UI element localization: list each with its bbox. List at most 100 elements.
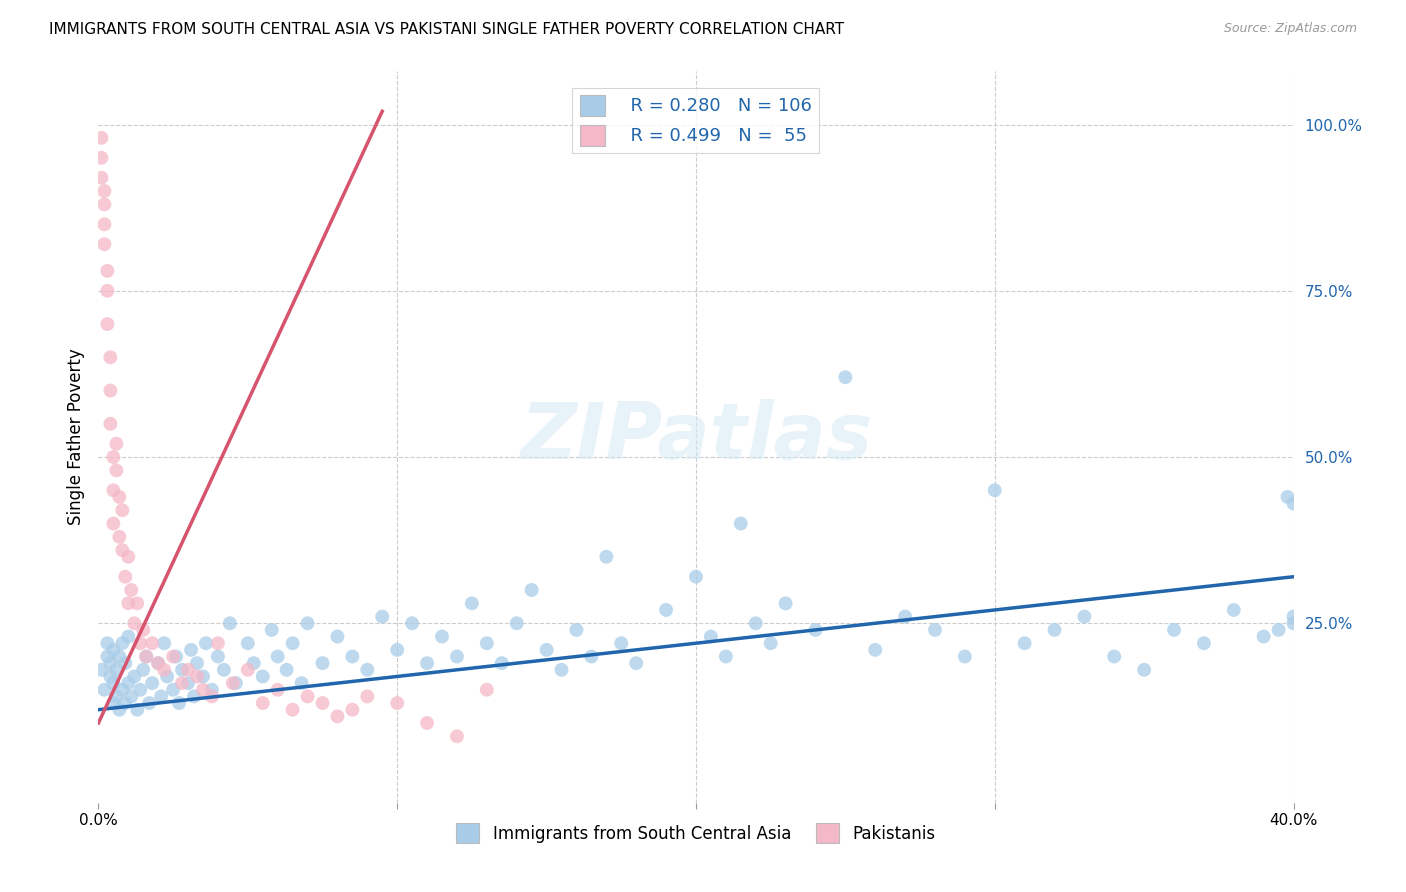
- Point: [90, 131, 112, 145]
- Text: IMMIGRANTS FROM SOUTH CENTRAL ASIA VS PAKISTANI SINGLE FATHER POVERTY CORRELATIO: IMMIGRANTS FROM SOUTH CENTRAL ASIA VS PA…: [49, 22, 845, 37]
- Point: [894, 609, 917, 624]
- Point: [117, 549, 139, 564]
- Point: [291, 676, 314, 690]
- Point: [212, 663, 235, 677]
- Point: [267, 649, 290, 664]
- Point: [129, 682, 152, 697]
- Point: [1267, 623, 1289, 637]
- Point: [162, 682, 184, 697]
- Point: [219, 616, 242, 631]
- Point: [96, 284, 118, 298]
- Point: [252, 669, 274, 683]
- Point: [225, 676, 247, 690]
- Point: [536, 643, 558, 657]
- Point: [356, 690, 378, 704]
- Point: [93, 197, 115, 211]
- Point: [1282, 616, 1305, 631]
- Point: [984, 483, 1007, 498]
- Point: [103, 676, 125, 690]
- Point: [120, 582, 142, 597]
- Point: [177, 676, 200, 690]
- Point: [1014, 636, 1036, 650]
- Point: [1163, 623, 1185, 637]
- Point: [153, 636, 176, 650]
- Point: [120, 690, 142, 704]
- Point: [167, 696, 190, 710]
- Point: [103, 516, 125, 531]
- Point: [90, 170, 112, 185]
- Point: [105, 463, 128, 477]
- Point: [236, 636, 259, 650]
- Point: [385, 696, 409, 710]
- Point: [165, 649, 187, 664]
- Point: [565, 623, 588, 637]
- Point: [1133, 663, 1156, 677]
- Point: [356, 663, 378, 677]
- Point: [342, 703, 364, 717]
- Point: [132, 663, 155, 677]
- Point: [297, 616, 319, 631]
- Point: [446, 649, 468, 664]
- Point: [96, 264, 118, 278]
- Point: [124, 669, 146, 683]
- Point: [135, 649, 157, 664]
- Point: [446, 729, 468, 743]
- Point: [276, 663, 298, 677]
- Point: [150, 690, 173, 704]
- Point: [103, 450, 125, 464]
- Point: [186, 669, 208, 683]
- Point: [111, 636, 134, 650]
- Point: [153, 663, 176, 677]
- Point: [103, 696, 125, 710]
- Point: [714, 649, 737, 664]
- Point: [626, 656, 648, 670]
- Text: ZIPatlas: ZIPatlas: [520, 399, 872, 475]
- Point: [207, 636, 229, 650]
- Point: [1253, 630, 1275, 644]
- Point: [1192, 636, 1215, 650]
- Point: [804, 623, 827, 637]
- Point: [1277, 490, 1299, 504]
- Point: [342, 649, 364, 664]
- Point: [117, 676, 139, 690]
- Point: [267, 682, 290, 697]
- Point: [90, 663, 112, 677]
- Point: [98, 669, 122, 683]
- Point: [98, 656, 122, 670]
- Point: [475, 682, 498, 697]
- Point: [685, 570, 707, 584]
- Point: [195, 636, 218, 650]
- Point: [148, 656, 170, 670]
- Point: [953, 649, 976, 664]
- Point: [401, 616, 423, 631]
- Point: [326, 630, 349, 644]
- Point: [371, 609, 394, 624]
- Point: [385, 643, 409, 657]
- Point: [98, 351, 122, 365]
- Point: [865, 643, 887, 657]
- Point: [141, 636, 163, 650]
- Point: [311, 696, 333, 710]
- Point: [595, 549, 617, 564]
- Point: [114, 696, 136, 710]
- Point: [297, 690, 319, 704]
- Point: [93, 237, 115, 252]
- Point: [111, 503, 134, 517]
- Point: [222, 676, 245, 690]
- Point: [207, 649, 229, 664]
- Point: [610, 636, 633, 650]
- Point: [311, 656, 333, 670]
- Point: [730, 516, 752, 531]
- Point: [108, 649, 131, 664]
- Point: [96, 649, 118, 664]
- Point: [520, 582, 543, 597]
- Point: [103, 643, 125, 657]
- Point: [834, 370, 856, 384]
- Point: [172, 676, 194, 690]
- Point: [111, 682, 134, 697]
- Point: [759, 636, 782, 650]
- Point: [326, 709, 349, 723]
- Point: [252, 696, 274, 710]
- Point: [172, 663, 194, 677]
- Point: [114, 656, 136, 670]
